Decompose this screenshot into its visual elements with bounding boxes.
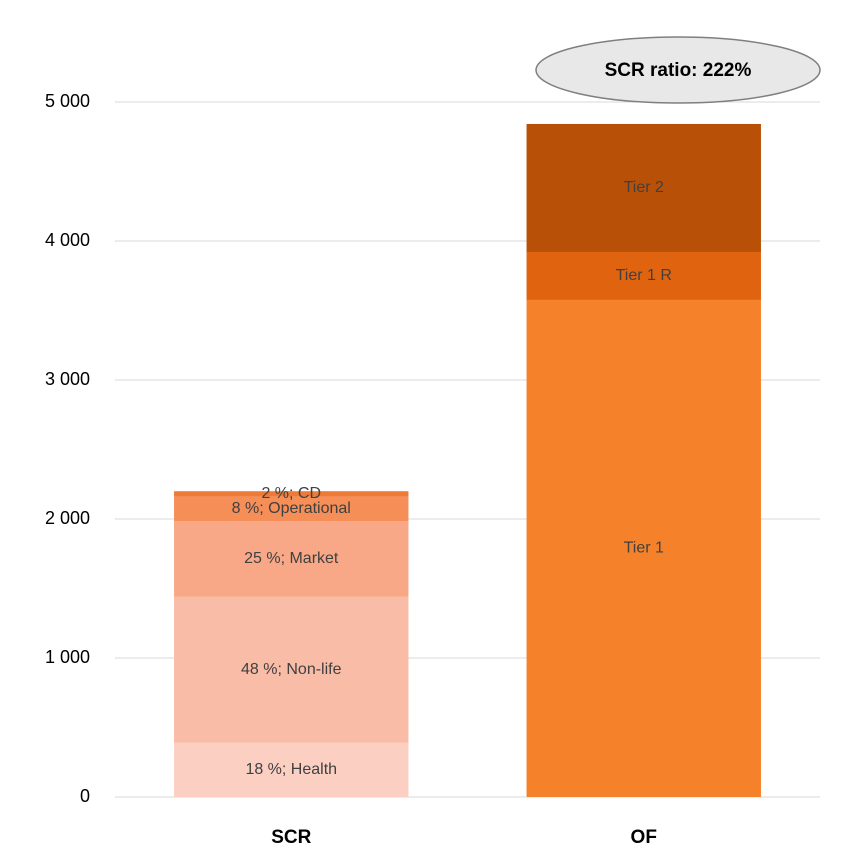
- y-tick-label: 4 000: [45, 230, 90, 250]
- x-tick-label: OF: [631, 827, 657, 848]
- bar-segment: [174, 521, 409, 597]
- segment-label: 25 %; Market: [244, 550, 339, 567]
- segment-label: 2 %; CD: [261, 485, 321, 502]
- y-tick-label: 1 000: [45, 647, 90, 667]
- bar-segment: [174, 596, 409, 743]
- bar-segment: [526, 123, 761, 252]
- bar-segment: [174, 496, 409, 522]
- bar-segment: [526, 299, 761, 797]
- segment-label: Tier 1 R: [616, 267, 672, 284]
- bar-segment: [174, 742, 409, 797]
- y-tick-label: 3 000: [45, 369, 90, 389]
- segment-label: 8 %; Operational: [232, 500, 351, 517]
- bar-segment: [174, 491, 409, 497]
- y-tick-label: 0: [80, 786, 90, 806]
- y-tick-label: 2 000: [45, 508, 90, 528]
- segment-label: 18 %; Health: [245, 761, 337, 778]
- y-tick-label: 5 000: [45, 91, 90, 111]
- segment-label: Tier 2: [624, 179, 664, 196]
- bar-segment: [526, 251, 761, 300]
- segment-label: Tier 1: [624, 540, 664, 557]
- segment-label: 48 %; Non-life: [241, 661, 342, 678]
- annotation-bubble: [535, 36, 821, 104]
- x-tick-label: SCR: [271, 827, 311, 848]
- annotation: SCR ratio: 222%: [605, 60, 752, 81]
